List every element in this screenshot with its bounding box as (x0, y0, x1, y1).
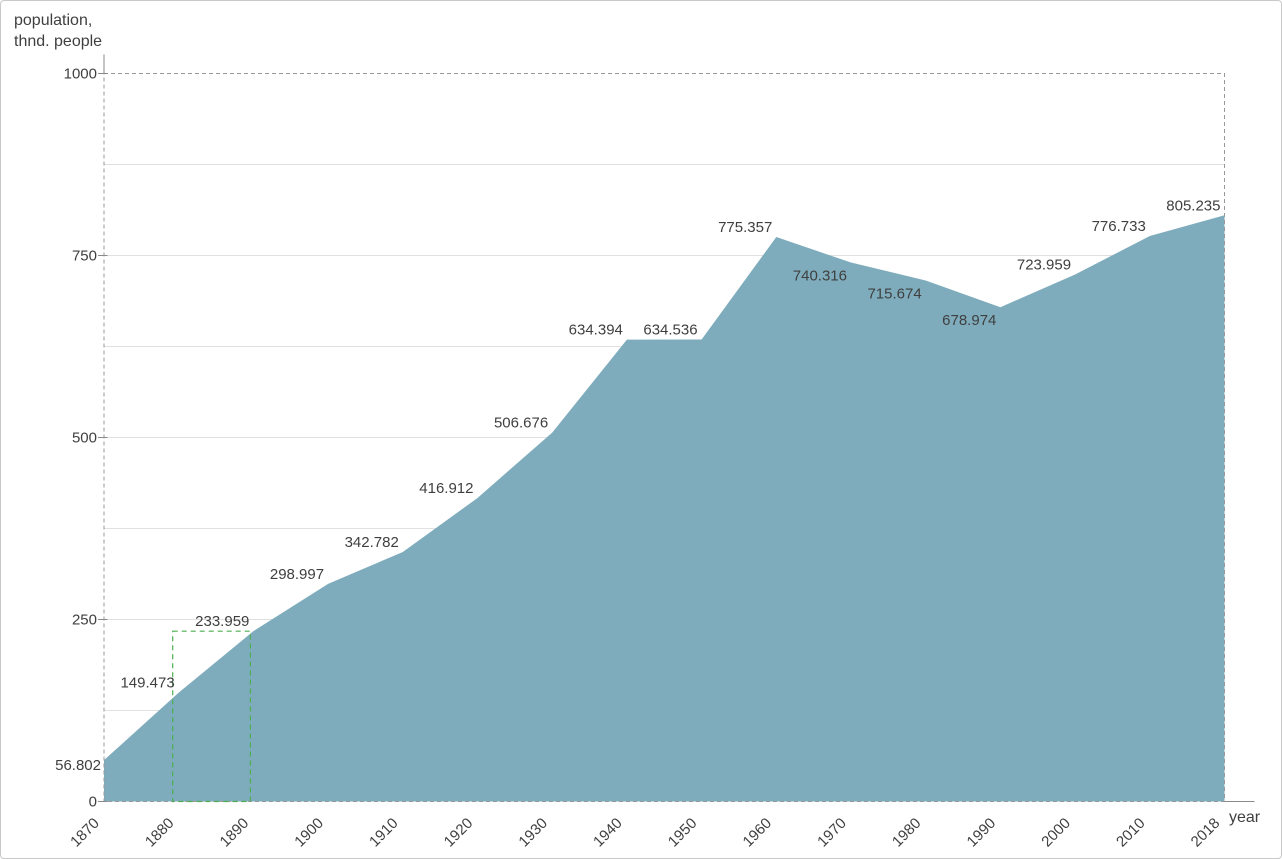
x-tick-label: 2018 (1188, 815, 1224, 851)
value-label: 56.802 (55, 757, 101, 774)
value-label: 506.676 (494, 415, 548, 432)
x-tick-label: 2010 (1113, 815, 1149, 851)
y-tick-label: 0 (89, 794, 97, 811)
value-label: 723.959 (1017, 256, 1071, 273)
value-label: 678.974 (942, 312, 996, 329)
value-label: 776.733 (1092, 218, 1146, 235)
x-tick-label: 1980 (889, 815, 925, 851)
x-tick-label: 1960 (740, 815, 776, 851)
value-label: 298.997 (270, 566, 324, 583)
x-tick-label: 1940 (590, 815, 626, 851)
value-label: 775.357 (718, 219, 772, 236)
value-label: 740.316 (793, 268, 847, 285)
x-tick-label: 1950 (665, 815, 701, 851)
x-tick-label: 1890 (217, 815, 253, 851)
value-label: 233.959 (195, 613, 249, 630)
value-label: 715.674 (867, 285, 921, 302)
x-tick-label: 1930 (515, 815, 551, 851)
value-label: 149.473 (120, 675, 174, 692)
x-tick-label: 1870 (67, 815, 103, 851)
value-label: 416.912 (419, 480, 473, 497)
x-tick-label: 1920 (441, 815, 477, 851)
x-tick-label: 1910 (366, 815, 402, 851)
y-tick-label: 250 (72, 612, 97, 629)
y-tick-label: 500 (72, 430, 97, 447)
x-tick-label: 2000 (1038, 815, 1074, 851)
x-tick-label: 1880 (142, 815, 178, 851)
y-tick-label: 1000 (64, 66, 97, 83)
area-series (104, 215, 1225, 802)
y-axis-title: population, thnd. people (14, 12, 103, 50)
value-label: 342.782 (345, 534, 399, 551)
value-label: 634.536 (643, 322, 697, 339)
selection-rect (172, 630, 251, 803)
value-label: 805.235 (1166, 197, 1220, 214)
x-tick-label: 1970 (814, 815, 850, 851)
x-tick-label: 1990 (964, 815, 1000, 851)
x-tick-label: 1900 (291, 815, 327, 851)
y-tick-label: 750 (72, 248, 97, 265)
value-label: 634.394 (569, 322, 623, 339)
x-axis-title: year (1229, 809, 1261, 826)
